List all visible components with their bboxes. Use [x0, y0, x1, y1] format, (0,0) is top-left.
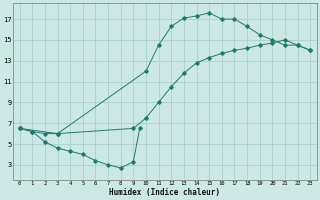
X-axis label: Humidex (Indice chaleur): Humidex (Indice chaleur)	[109, 188, 220, 197]
